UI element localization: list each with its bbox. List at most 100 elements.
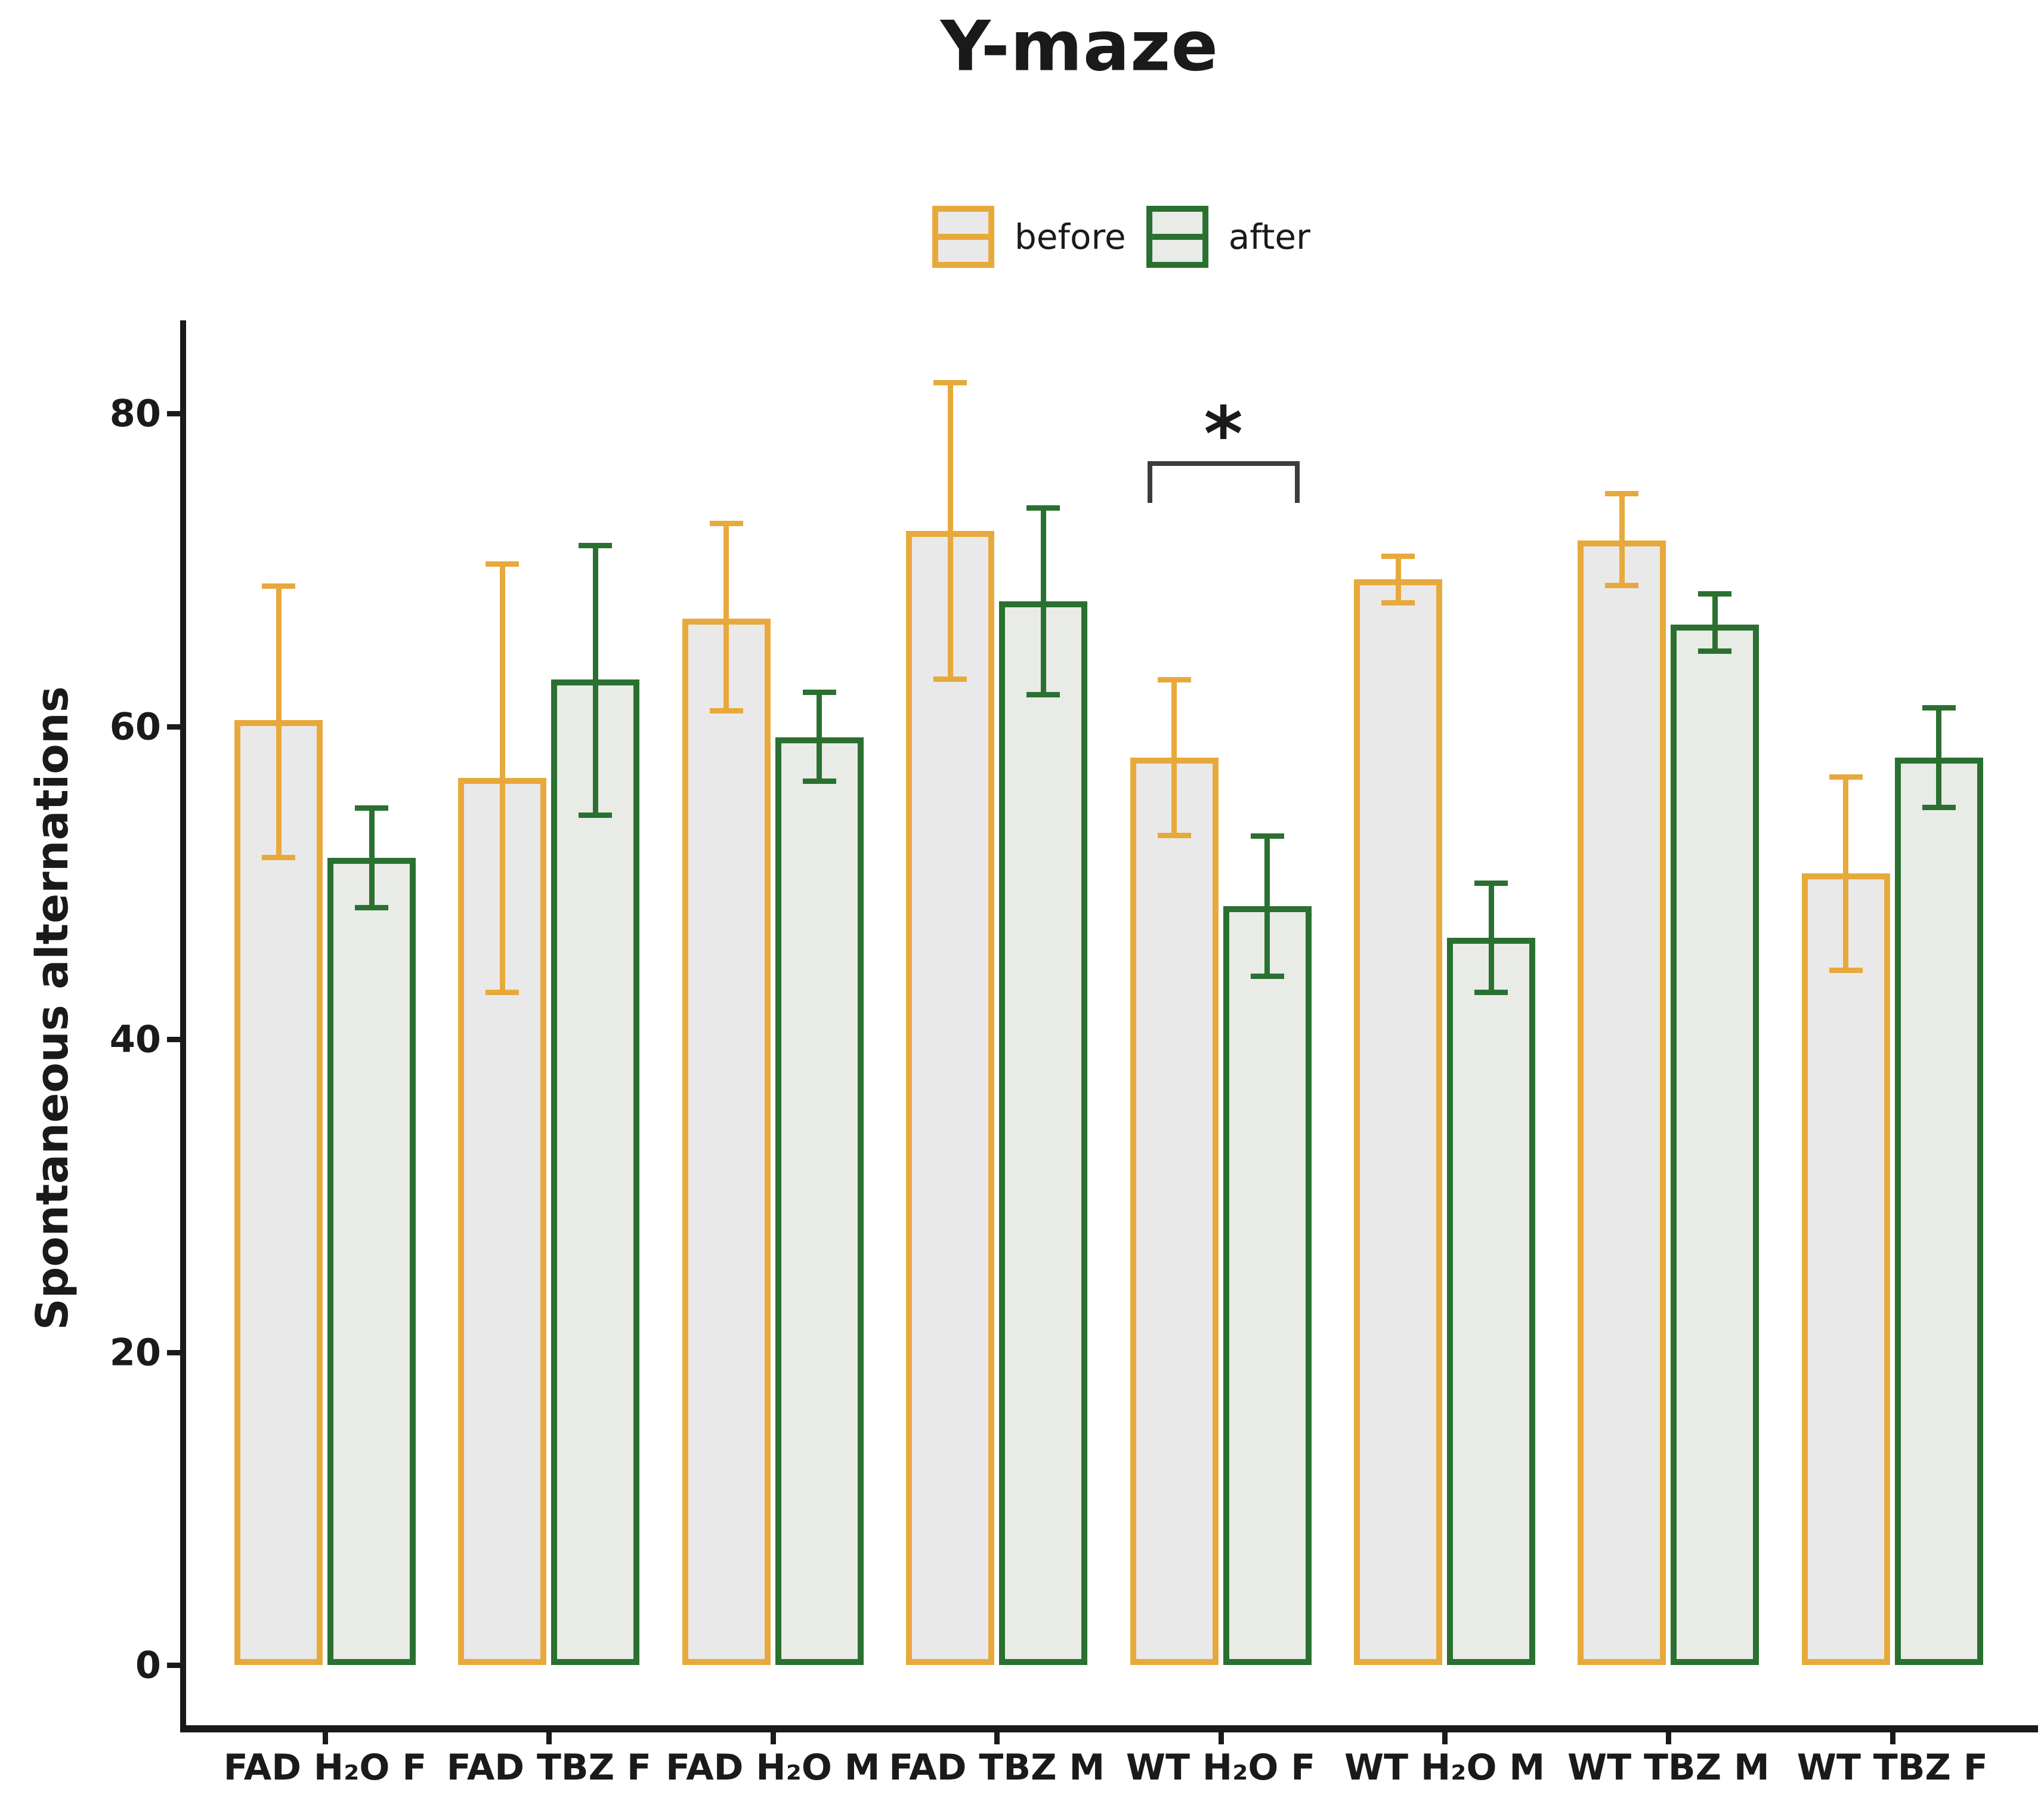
chart-title: Y-maze (940, 6, 1219, 87)
x-axis-category-label: WT TBZ F (1796, 1747, 1988, 1788)
error-bar-cap-bottom (1605, 582, 1639, 588)
bar-before (682, 618, 771, 1665)
error-bar-cap-bottom (1698, 648, 1732, 654)
y-tick-label: 0 (135, 1643, 161, 1687)
error-bar-cap-bottom (1157, 833, 1191, 839)
x-axis-category-label: WT H₂O F (1125, 1747, 1316, 1788)
error-bar-cap-top (486, 561, 519, 567)
error-bar-cap-top (933, 379, 967, 385)
bar-before (1578, 540, 1666, 1665)
y-axis-tick (167, 1349, 181, 1355)
error-bar-cap-top (1381, 554, 1415, 559)
error-bar-cap-bottom (262, 855, 295, 861)
y-tick-label: 40 (109, 1017, 161, 1061)
y-axis-line (180, 320, 186, 1732)
y-axis-tick (167, 1037, 181, 1043)
y-axis-tick (167, 724, 181, 730)
error-bar-before (1843, 776, 1849, 971)
error-bar-before (1171, 679, 1177, 836)
bar-before (906, 531, 995, 1665)
x-axis-category-label: FAD TBZ F (446, 1747, 652, 1788)
bar-before (1354, 579, 1442, 1665)
error-bar-after (817, 692, 822, 781)
error-bar-cap-top (1474, 881, 1508, 886)
error-bar-cap-bottom (709, 708, 743, 713)
y-tick-label: 80 (109, 391, 161, 435)
x-axis-category-label: FAD H₂O M (666, 1747, 880, 1788)
error-bar-cap-bottom (1829, 967, 1863, 973)
error-bar-before (1619, 493, 1625, 586)
error-bar-cap-bottom (1474, 989, 1508, 995)
x-axis-tick (323, 1732, 328, 1744)
bar-after (1223, 906, 1312, 1665)
error-bar-cap-bottom (1026, 692, 1060, 698)
error-bar-before (499, 564, 505, 993)
error-bar-after (369, 808, 375, 908)
error-bar-cap-bottom (1250, 974, 1284, 980)
error-bar-cap-bottom (486, 989, 519, 995)
legend-key-after-icon (1146, 206, 1208, 268)
error-bar-after (1712, 593, 1718, 651)
bar-after (1447, 937, 1535, 1665)
bar-after (551, 679, 640, 1665)
error-bar-cap-top (1026, 505, 1060, 511)
legend-key-before-crossbar (938, 234, 989, 240)
error-bar-after (1936, 708, 1942, 808)
error-bar-cap-bottom (933, 676, 967, 682)
legend-key-before-icon (932, 206, 995, 268)
x-axis-tick (1442, 1732, 1448, 1744)
bar-after (775, 737, 864, 1665)
bar-before (1801, 873, 1890, 1665)
error-bar-cap-top (1922, 705, 1956, 711)
bar-after (1894, 758, 1983, 1665)
error-bar-before (723, 523, 729, 711)
error-bar-cap-top (1605, 491, 1639, 497)
x-axis-line (180, 1725, 2038, 1732)
error-bar-cap-top (802, 690, 836, 696)
bar-before (1130, 758, 1219, 1665)
legend-key-after-crossbar (1152, 234, 1202, 240)
x-axis-category-label: FAD TBZ M (889, 1747, 1105, 1788)
error-bar-cap-top (1698, 591, 1732, 597)
legend: before after (932, 206, 1310, 268)
legend-label-before: before (1015, 217, 1126, 257)
x-axis-category-label: WT H₂O M (1344, 1747, 1545, 1788)
x-axis-category-label: WT TBZ M (1567, 1747, 1770, 1788)
error-bar-cap-top (355, 805, 388, 811)
error-bar-cap-top (262, 583, 295, 589)
significance-star: * (1204, 391, 1243, 478)
x-axis-category-label: FAD H₂O F (223, 1747, 427, 1788)
error-bar-before (947, 382, 953, 680)
error-bar-cap-bottom (579, 813, 613, 818)
error-bar-cap-top (579, 542, 613, 548)
x-axis-tick (770, 1732, 776, 1744)
x-axis-tick (1666, 1732, 1672, 1744)
y-axis-title: Spontaneous alternations (27, 686, 78, 1330)
error-bar-cap-top (1250, 833, 1284, 839)
y-tick-label: 20 (109, 1330, 161, 1374)
error-bar-cap-bottom (355, 904, 388, 910)
error-bar-after (592, 545, 598, 816)
x-axis-tick (1890, 1732, 1895, 1744)
error-bar-before (1395, 556, 1401, 603)
error-bar-before (276, 585, 282, 858)
bar-after (999, 601, 1088, 1665)
error-bar-cap-bottom (1381, 600, 1415, 606)
bar-before (458, 778, 547, 1665)
y-tick-label: 60 (109, 705, 161, 749)
bar-after (1671, 625, 1759, 1665)
x-axis-tick (1218, 1732, 1224, 1744)
error-bar-after (1488, 883, 1494, 993)
error-bar-after (1264, 836, 1270, 977)
error-bar-cap-bottom (1922, 805, 1956, 811)
error-bar-cap-bottom (802, 778, 836, 784)
bar-before (234, 720, 323, 1665)
bar-after (327, 858, 416, 1665)
error-bar-cap-top (1157, 677, 1191, 683)
error-bar-cap-top (709, 520, 743, 526)
x-axis-tick (546, 1732, 552, 1744)
y-axis-tick (167, 411, 181, 417)
error-bar-cap-top (1829, 774, 1863, 780)
legend-label-after: after (1228, 217, 1310, 257)
